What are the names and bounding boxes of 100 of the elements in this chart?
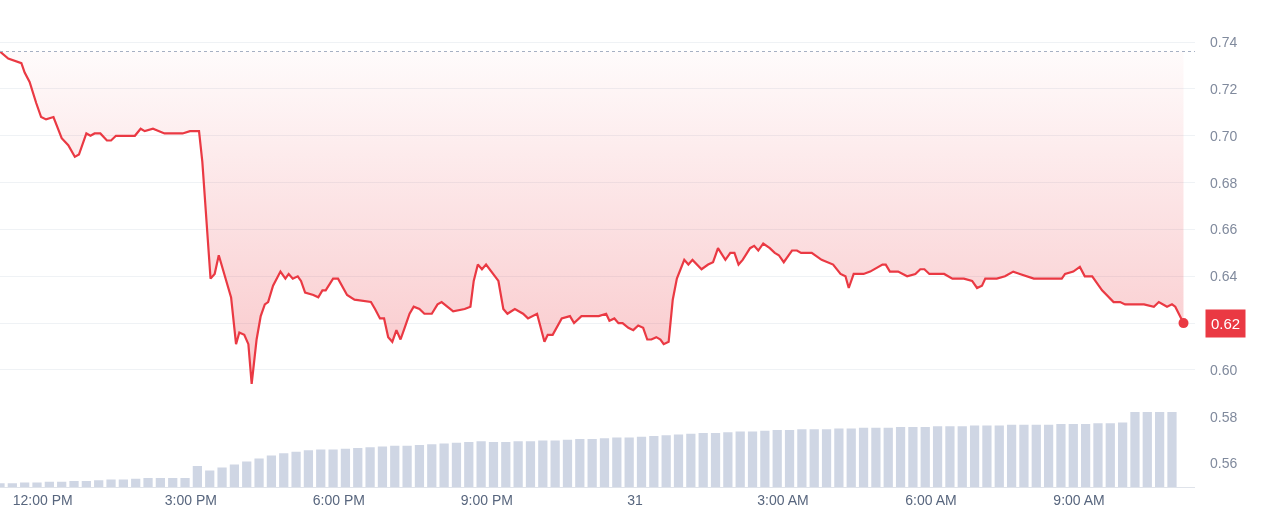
bar <box>698 433 708 487</box>
bar <box>994 425 1004 487</box>
bar <box>501 442 511 487</box>
bar <box>1043 424 1054 487</box>
bar <box>562 439 573 487</box>
bar <box>279 453 289 487</box>
bar <box>871 427 881 487</box>
bar <box>242 461 252 487</box>
bar <box>1080 424 1091 487</box>
x-tick-label: 31 <box>627 491 643 508</box>
bar <box>809 429 819 487</box>
bar <box>476 441 486 487</box>
y-tick-label: 0.60 <box>1210 361 1238 378</box>
bar <box>131 478 141 487</box>
bar <box>858 427 869 487</box>
bar <box>834 428 844 487</box>
bar <box>1105 423 1115 487</box>
x-tick-label: 3:00 PM <box>164 491 217 508</box>
bar <box>451 442 462 487</box>
bar <box>550 440 560 487</box>
y-tick-label: 0.72 <box>1210 80 1238 97</box>
bar <box>710 433 721 487</box>
bar <box>969 425 980 487</box>
x-tick-label: 6:00 PM <box>312 491 365 508</box>
bar <box>612 437 622 487</box>
bar <box>908 427 918 487</box>
bar <box>377 446 388 487</box>
x-tick-label: 9:00 PM <box>460 491 513 508</box>
bar <box>784 430 795 487</box>
y-tick-label: 0.64 <box>1210 268 1238 285</box>
bar <box>747 431 758 487</box>
bar <box>106 479 116 487</box>
bar <box>1130 412 1140 487</box>
y-tick-label: 0.58 <box>1210 408 1238 425</box>
bar <box>686 433 696 487</box>
bar <box>402 445 412 487</box>
bar <box>1019 424 1029 487</box>
bar <box>649 436 659 487</box>
bar <box>205 470 215 487</box>
bar <box>1118 422 1128 487</box>
bar <box>254 458 264 487</box>
bar <box>439 443 449 487</box>
x-tick-label: 12:00 PM <box>12 491 73 508</box>
bar <box>44 481 54 487</box>
bar <box>291 451 301 487</box>
bar <box>821 429 832 487</box>
bar <box>1068 424 1078 487</box>
bar <box>538 440 548 487</box>
bar <box>661 435 671 487</box>
bar <box>192 466 203 487</box>
bar <box>94 480 104 487</box>
bar <box>982 425 992 487</box>
bar <box>488 442 499 487</box>
annotation: 0.62 <box>1211 315 1241 332</box>
bar <box>636 436 647 487</box>
bar <box>118 479 128 487</box>
bar <box>316 449 326 487</box>
bar <box>1006 424 1017 487</box>
bar <box>1155 412 1165 487</box>
bar <box>365 447 375 487</box>
bar <box>229 464 240 487</box>
bar <box>57 481 67 487</box>
bar <box>427 444 437 487</box>
bar <box>32 482 42 487</box>
bar <box>1056 424 1066 487</box>
bar <box>760 430 770 487</box>
y-tick-label: 0.56 <box>1210 455 1238 472</box>
bar <box>846 428 856 487</box>
bar <box>1093 423 1103 487</box>
bar <box>464 442 474 487</box>
bar <box>1142 412 1152 487</box>
x-tick-label: 6:00 AM <box>905 491 957 508</box>
bar <box>143 478 153 487</box>
y-tick-label: 0.68 <box>1210 174 1238 191</box>
bar <box>69 481 79 487</box>
bar <box>414 445 425 487</box>
bar <box>1031 424 1041 487</box>
y-tick-label: 0.66 <box>1210 221 1238 238</box>
bar <box>155 478 165 487</box>
bar <box>390 445 400 487</box>
bar <box>673 434 684 487</box>
bar <box>772 430 782 487</box>
bar <box>513 441 523 487</box>
bar <box>340 448 351 487</box>
bar <box>353 448 363 487</box>
bar <box>266 455 277 487</box>
x-tick-label: 9:00 AM <box>1053 491 1105 508</box>
bar <box>932 426 943 487</box>
bar <box>180 478 190 487</box>
bar <box>303 450 314 487</box>
y-tick-label: 0.70 <box>1210 127 1238 144</box>
bar <box>723 432 733 487</box>
bar <box>81 481 91 487</box>
bar <box>575 439 585 487</box>
bar <box>624 437 634 487</box>
bar <box>168 478 178 487</box>
bar <box>599 438 610 487</box>
bar <box>920 427 930 487</box>
bar <box>957 426 967 487</box>
bar <box>328 449 338 487</box>
